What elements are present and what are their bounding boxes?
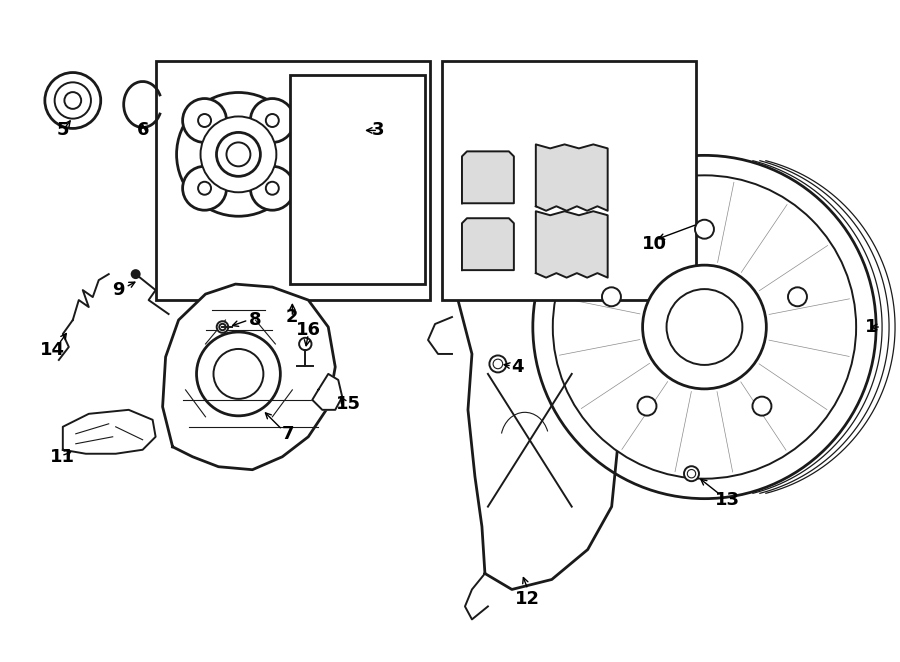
Circle shape (227, 142, 250, 166)
Circle shape (131, 270, 140, 278)
Polygon shape (536, 211, 608, 277)
Circle shape (493, 359, 503, 369)
Text: 6: 6 (137, 121, 148, 140)
Text: 12: 12 (516, 591, 540, 608)
Circle shape (250, 99, 294, 142)
FancyBboxPatch shape (442, 60, 697, 300)
Circle shape (220, 324, 226, 330)
Circle shape (196, 332, 281, 416)
Circle shape (533, 156, 876, 498)
Text: 13: 13 (715, 491, 740, 508)
Circle shape (266, 182, 279, 195)
Circle shape (198, 182, 212, 195)
Circle shape (45, 73, 101, 128)
Text: 16: 16 (296, 321, 320, 339)
Text: 11: 11 (50, 448, 76, 466)
FancyBboxPatch shape (291, 75, 425, 284)
Circle shape (198, 114, 212, 127)
Polygon shape (312, 374, 342, 410)
Text: 4: 4 (511, 358, 524, 376)
Circle shape (602, 287, 621, 307)
Circle shape (299, 338, 311, 350)
Polygon shape (536, 144, 608, 211)
Circle shape (266, 114, 279, 127)
Circle shape (65, 92, 81, 109)
Text: 15: 15 (336, 395, 361, 413)
FancyBboxPatch shape (156, 60, 430, 300)
Circle shape (553, 175, 856, 479)
Polygon shape (163, 284, 335, 470)
Circle shape (176, 93, 301, 216)
Text: 5: 5 (57, 121, 69, 140)
Circle shape (688, 469, 696, 478)
Polygon shape (462, 152, 514, 203)
Polygon shape (63, 410, 156, 453)
Polygon shape (452, 224, 617, 589)
Circle shape (183, 99, 227, 142)
Text: 8: 8 (249, 311, 262, 329)
Circle shape (217, 132, 260, 176)
Circle shape (643, 265, 766, 389)
Text: 7: 7 (282, 425, 294, 443)
Circle shape (695, 220, 714, 239)
Circle shape (490, 355, 507, 373)
Circle shape (201, 117, 276, 192)
Circle shape (217, 321, 229, 333)
Circle shape (752, 397, 771, 416)
Text: 1: 1 (865, 318, 878, 336)
Text: 2: 2 (286, 308, 299, 326)
Circle shape (667, 289, 742, 365)
Text: 14: 14 (40, 341, 66, 359)
Circle shape (183, 166, 227, 211)
Text: 3: 3 (372, 121, 384, 140)
Circle shape (55, 82, 91, 118)
Circle shape (684, 466, 699, 481)
Polygon shape (462, 218, 514, 270)
Text: 9: 9 (112, 281, 125, 299)
Circle shape (213, 349, 264, 399)
Text: 10: 10 (642, 235, 667, 253)
Circle shape (250, 166, 294, 211)
Circle shape (637, 397, 656, 416)
Circle shape (788, 287, 807, 307)
